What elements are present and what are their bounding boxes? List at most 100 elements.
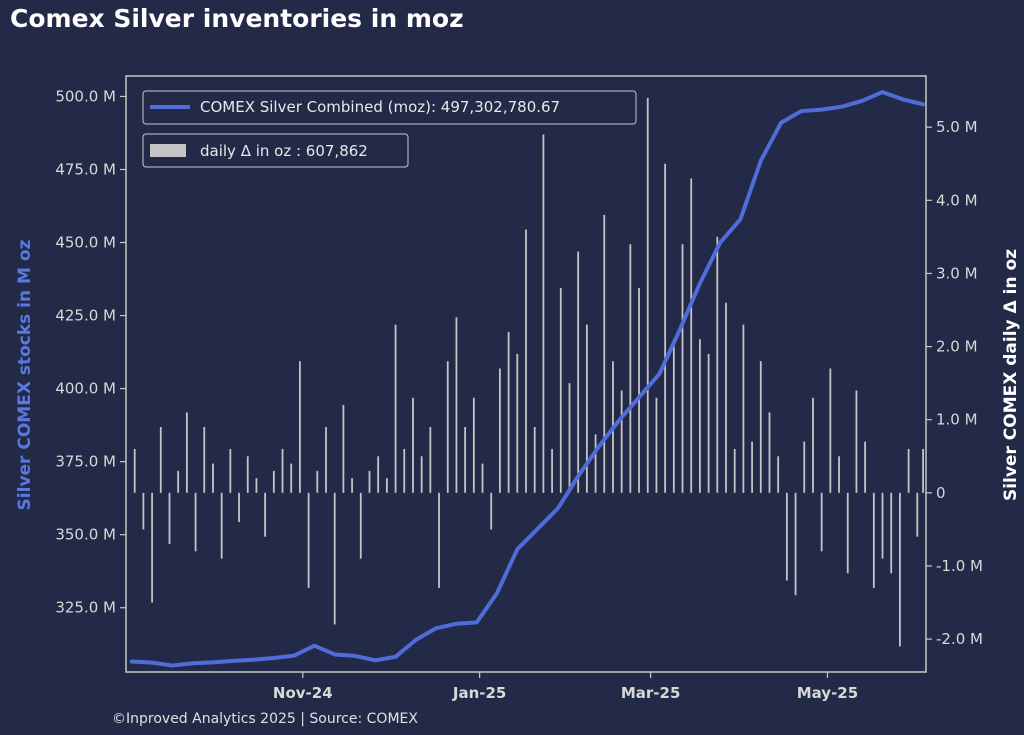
bar [838,456,840,493]
bar [359,492,362,559]
bar [742,324,745,493]
bar [672,339,675,493]
legend-bars-label: daily Δ in oz : 607,862 [200,142,368,160]
bar [751,441,753,493]
bar [220,492,223,559]
bar [890,492,893,574]
bar [699,339,701,493]
y-right-tick-label: 0 [936,484,946,502]
y-left-tick-label: 425.0 M [55,307,116,325]
bar [151,492,153,603]
bar [299,361,301,493]
bar [507,331,510,493]
x-tick-label: Jan-25 [452,684,506,702]
bar [307,492,310,588]
legend-bars-box [142,133,409,168]
bar [916,492,919,537]
bar [777,456,780,493]
bar [707,353,710,493]
bar [559,288,562,493]
bar [794,492,797,596]
bar [725,302,727,493]
y-right-tick-label: 4.0 M [936,191,978,209]
bar [829,368,832,493]
legend-line-box [142,90,637,125]
bar [681,244,684,493]
bar [638,288,640,493]
bar [594,434,597,493]
bar [768,412,771,493]
bar [585,324,588,493]
bar [881,492,884,559]
bar [333,492,336,625]
bar [464,427,467,493]
bar [855,390,858,493]
bar [655,397,658,493]
bar [177,470,180,493]
x-tick-label: Nov-24 [273,684,333,702]
bar [290,463,293,493]
bar [533,427,536,493]
bar [864,441,867,493]
x-tick-label: Mar-25 [621,684,681,702]
bar [229,448,232,493]
y-right-tick-label: -2.0 M [936,630,983,648]
bar [455,317,458,493]
bar [820,492,823,552]
y-right-tick-label: 3.0 M [936,264,978,282]
bar [212,463,214,493]
bar [472,397,475,493]
bar [846,492,849,574]
bar [629,244,632,493]
left-axis: 500.0 M 475.0 M 450.0 M 425.0 M 400.0 M 375.0… [55,87,126,617]
chart-title: Comex Silver inventories in moz [10,4,464,33]
y-right-tick-label: 5.0 M [936,118,978,136]
bar [664,163,667,493]
y-left-tick-label: 500.0 M [55,87,116,105]
right-axis: 5.0 M 4.0 M 3.0 M 2.0 M 1.0 M 0 -1.0 M -2.0 M [926,118,983,648]
bar [490,492,493,530]
bar [733,448,736,493]
bar [812,397,814,493]
bar [516,353,519,493]
legend-line: COMEX Silver Combined (moz): 497,302,780… [142,90,637,125]
x-axis: Nov-24 Jan-25 Mar-25 May-25 [273,672,858,702]
bar [551,448,553,493]
line-layer [129,90,926,668]
bar [351,478,353,493]
bar [499,368,501,493]
bar [603,214,606,493]
bar [133,448,136,493]
bar [412,397,414,493]
bar [377,456,380,493]
bar [907,448,910,493]
y-left-tick-label: 325.0 M [55,599,116,617]
bar [394,324,397,493]
bar [255,478,258,493]
bar [646,97,649,493]
bar [568,383,571,493]
bar [438,492,440,588]
bar [525,229,527,493]
bar [159,427,162,493]
bar [716,236,719,493]
bar [690,178,693,493]
y-axis-label-right: Silver COMEX daily Δ in oz [1001,249,1021,501]
bar [281,448,284,493]
footer-source: ©Inproved Analytics 2025 | Source: COMEX [112,711,418,727]
series-line [129,90,926,668]
bar [203,427,206,493]
bar [194,492,197,552]
bar [325,427,327,493]
bar [803,441,806,493]
bar [785,492,788,581]
y-left-tick-label: 450.0 M [55,234,116,252]
bar [481,463,484,493]
y-left-tick-label: 475.0 M [55,160,116,178]
bar [446,361,449,493]
legend-bars-swatch [150,144,186,157]
bar [272,470,275,493]
bar [759,361,762,493]
y-right-tick-label: 1.0 M [936,411,978,429]
